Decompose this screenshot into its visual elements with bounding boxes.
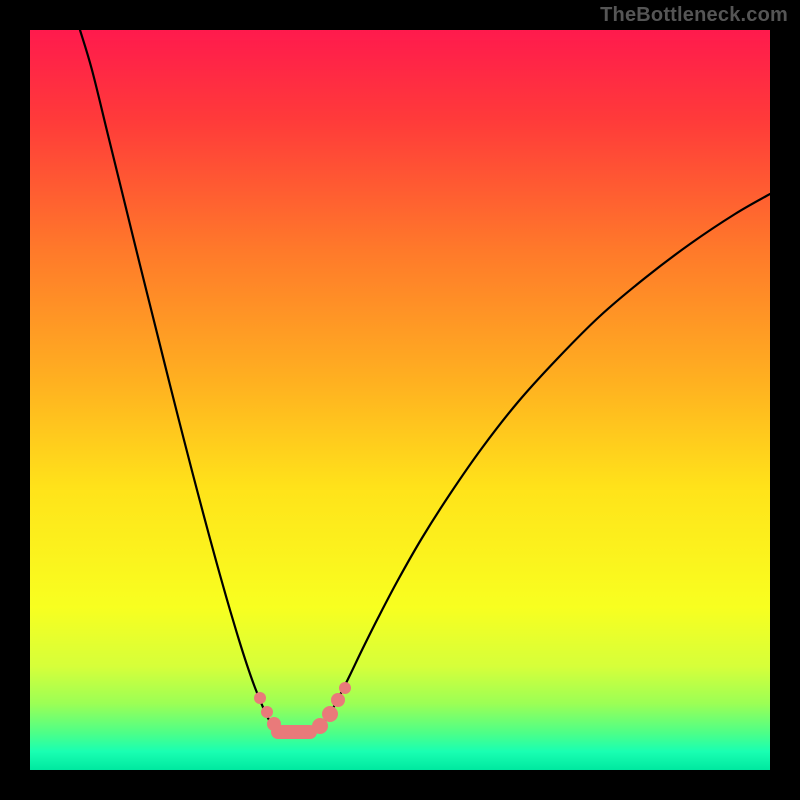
gradient-background bbox=[30, 30, 770, 770]
watermark-text: TheBottleneck.com bbox=[600, 4, 788, 27]
chart-frame: TheBottleneck.com bbox=[0, 0, 800, 800]
plot-area bbox=[30, 30, 770, 770]
marker-dot bbox=[261, 706, 273, 718]
marker-dot bbox=[331, 693, 345, 707]
marker-dot bbox=[339, 682, 351, 694]
marker-dot bbox=[322, 706, 338, 722]
chart-svg bbox=[30, 30, 770, 770]
marker-dot bbox=[254, 692, 266, 704]
